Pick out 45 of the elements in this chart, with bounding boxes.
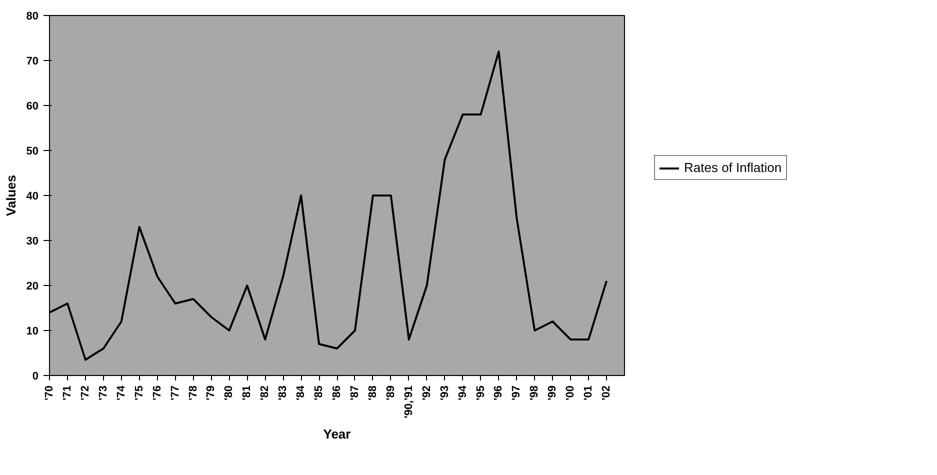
- x-tick-label: '80: [223, 385, 236, 400]
- x-tick-label: '77: [169, 385, 182, 400]
- x-tick-label: '73: [97, 385, 110, 400]
- x-tick-label: '82: [259, 385, 272, 400]
- line-series: [50, 50, 608, 361]
- x-tick-label: '94: [456, 384, 469, 400]
- y-tick-label: 0: [32, 370, 39, 382]
- x-tick-label: '00: [564, 385, 577, 400]
- x-tick-label: '97: [510, 385, 523, 400]
- x-tick-label: '92: [420, 385, 433, 400]
- y-tick-label: 20: [26, 280, 39, 292]
- x-tick-label: '02: [600, 385, 613, 400]
- y-tick-label: 50: [26, 146, 39, 158]
- y-tick-label: 70: [26, 56, 39, 68]
- x-tick-label: '96: [492, 385, 505, 400]
- x-tick-label: '86: [331, 385, 343, 400]
- y-tick-label: 30: [26, 236, 39, 248]
- x-tick-label: '79: [205, 385, 218, 400]
- x-tick-label: '78: [187, 385, 200, 400]
- x-tick-label: '72: [79, 385, 92, 400]
- x-tick-label: '93: [438, 385, 451, 400]
- x-axis-title: Year: [323, 426, 351, 442]
- y-tick-label: 10: [26, 326, 39, 338]
- x-tick-label: '88: [366, 385, 379, 400]
- y-tick-label: 80: [26, 10, 39, 22]
- y-axis-title: Values: [3, 174, 18, 216]
- x-tick-label: '90,'91: [402, 385, 415, 418]
- x-tick-label: '85: [313, 385, 326, 400]
- x-tick-label: '89: [384, 385, 397, 400]
- y-tick-label: 40: [26, 190, 39, 202]
- x-tick-label: '81: [241, 385, 254, 400]
- x-tick-label: '70: [44, 385, 56, 400]
- legend-label: Rates of Inflation: [684, 160, 782, 175]
- x-tick-label: '01: [582, 385, 595, 400]
- x-tick-label: '83: [277, 385, 290, 400]
- x-tick-label: '98: [528, 385, 541, 400]
- x-tick-label: '75: [133, 385, 146, 400]
- y-tick-label: 60: [26, 100, 39, 112]
- x-tick-label: '87: [348, 385, 361, 400]
- x-tick-label: '99: [546, 385, 559, 400]
- x-tick-label: '76: [151, 385, 164, 400]
- x-tick-label: '95: [474, 385, 487, 400]
- x-tick-label: '74: [115, 384, 128, 400]
- x-tick-label: '84: [295, 384, 308, 400]
- x-tick-label: '71: [61, 385, 74, 400]
